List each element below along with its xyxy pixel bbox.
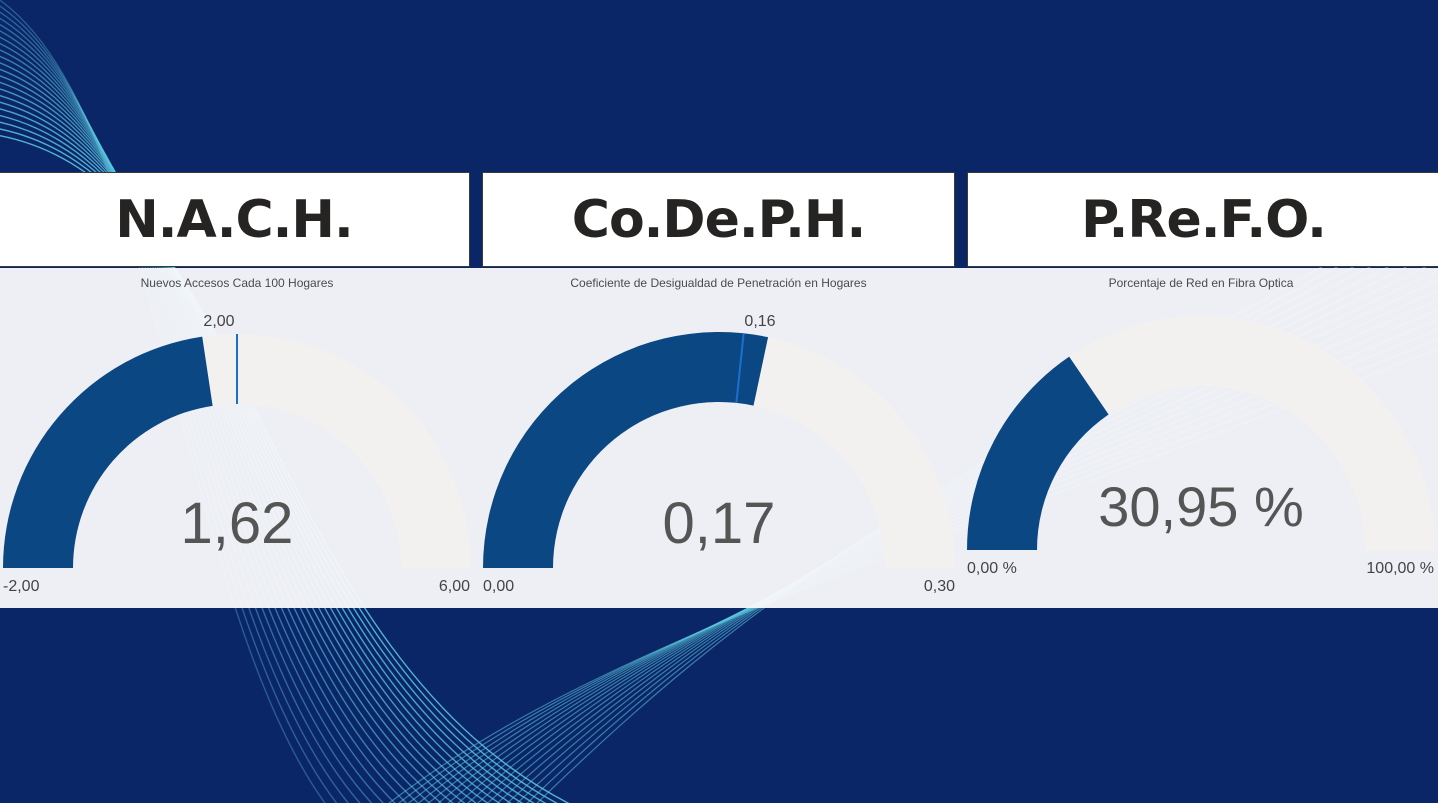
card-title-box-prefo: P.Re.F.O. [967,172,1438,267]
card-title-prefo: P.Re.F.O. [1081,189,1327,250]
card-title-box-codeph: Co.De.P.H. [482,172,955,267]
gauge-value-prefo: 30,95 % [1098,475,1304,538]
gauge-codeph: 0,16 0,17 0,00 0,30 [483,313,955,595]
gauges: 2,00 1,62 -2,00 6,00 0,16 0,17 0,00 0,30… [3,313,1435,595]
gauge-nach: 2,00 1,62 -2,00 6,00 [3,313,471,595]
gauge-max-label-nach: 6,00 [439,578,470,595]
card-subtitle-codeph: Coeficiente de Desigualdad de Penetració… [570,276,867,290]
gauge-prefo: 30,95 % 0,00 % 100,00 % [967,316,1435,577]
gauge-value-codeph: 0,17 [663,491,776,556]
gauge-target-label-codeph: 0,16 [744,313,775,330]
card-title-box-nach: N.A.C.H. [0,172,470,267]
gauge-target-label-nach: 2,00 [203,313,234,330]
gauge-max-label-prefo: 100,00 % [1366,560,1434,577]
gauge-fill-prefo [967,356,1109,550]
gauge-value-nach: 1,62 [181,491,294,556]
gauge-fill-codeph [483,331,769,568]
card-subtitle-nach: Nuevos Accesos Cada 100 Hogares [140,276,334,290]
card-title-nach: N.A.C.H. [115,189,353,250]
card-title-codeph: Co.De.P.H. [571,189,866,250]
gauge-track-prefo [967,316,1435,550]
gauge-max-label-codeph: 0,30 [924,578,955,595]
gauge-min-label-codeph: 0,00 [483,578,514,595]
gauge-min-label-nach: -2,00 [3,578,40,595]
gauge-fill-nach [3,336,213,568]
gauge-target-line-codeph [735,333,745,404]
gauge-min-label-prefo: 0,00 % [967,560,1017,577]
card-subtitle-prefo: Porcentaje de Red en Fibra Optica [1108,276,1294,290]
